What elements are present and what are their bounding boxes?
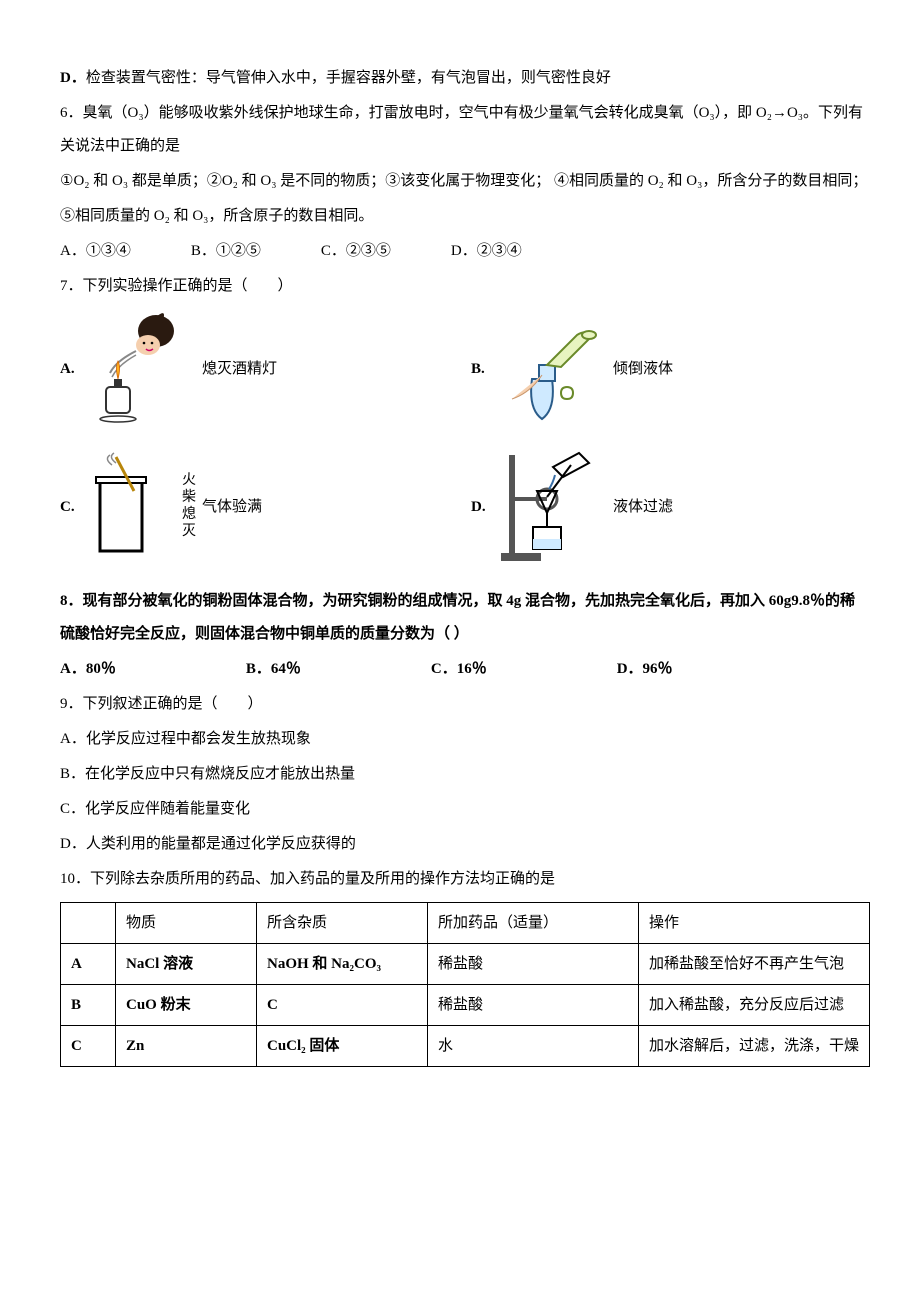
row-b-c2: C [257,985,428,1026]
q6-opt-d: D．②③④ [451,235,522,268]
row-a-c4: 加稀盐酸至恰好不再产生气泡 [639,944,870,985]
q6-opt-b: B．①②⑤ [191,235,261,268]
q7-a-label: A. [60,353,80,386]
q7-c-caption: 气体验满 [202,491,262,524]
row-b-key: B [61,985,116,1026]
q9-stem: 下列叙述正确的是（ ） [83,696,263,712]
q8: 8．现有部分被氧化的铜粉固体混合物，为研究铜粉的组成情况，取 4g 混合物，先加… [60,585,870,651]
q7-c-figure [86,447,176,567]
q9-num: 9． [60,696,83,712]
row-c-c2: CuCl₂ 固体 [257,1026,428,1067]
q8-options: A．80％ B．64％ C．16％ D．96％ [60,653,870,686]
q7-b-caption: 倾倒液体 [613,353,673,386]
row-b-c1: CuO 粉末 [116,985,257,1026]
q7-a-caption: 熄灭酒精灯 [202,353,277,386]
q8-opt-d: D．96％ [617,653,673,686]
q10-num: 10． [60,871,90,887]
prev-option-d: D．检查装置气密性：导气管伸入水中，手握容器外壁，有气泡冒出，则气密性良好 [60,62,870,95]
q8-num: 8． [60,593,83,609]
q7-c-label: C. [60,491,80,524]
th-substance: 物质 [116,903,257,944]
q6-opt-a: A．①③④ [60,235,131,268]
q9: 9．下列叙述正确的是（ ） [60,688,870,721]
q7-pair-d: D. 液体过滤 [471,447,870,567]
q7-b-figure [497,309,607,429]
table-header-row: 物质 所含杂质 所加药品（适量） 操作 [61,903,870,944]
q7-b-label: B. [471,353,491,386]
q8-opt-a: A．80％ [60,653,116,686]
q8-stem: 现有部分被氧化的铜粉固体混合物，为研究铜粉的组成情况，取 4g 混合物，先加热完… [60,593,855,642]
q7-c-annotation: 火柴熄灭 [182,473,196,540]
q8-opt-b: B．64％ [246,653,301,686]
q7-a-figure [86,309,196,429]
row-a-c1: NaCl 溶液 [116,944,257,985]
q6-opt-c: C．②③⑤ [321,235,391,268]
q7-d-label: D. [471,491,491,524]
row-b-c4: 加入稀盐酸，充分反应后过滤 [639,985,870,1026]
q7-num: 7． [60,278,83,294]
th-operation: 操作 [639,903,870,944]
prev-d-text: 检查装置气密性：导气管伸入水中，手握容器外壁，有气泡冒出，则气密性良好 [86,70,611,86]
q9-opt-a: A．化学反应过程中都会发生放热现象 [60,723,870,756]
table-row: A NaCl 溶液 NaOH 和 Na₂CO₃ 稀盐酸 加稀盐酸至恰好不再产生气… [61,944,870,985]
table-row: C Zn CuCl₂ 固体 水 加水溶解后，过滤，洗涤，干燥 [61,1026,870,1067]
table-row: B CuO 粉末 C 稀盐酸 加入稀盐酸，充分反应后过滤 [61,985,870,1026]
row-a-c2: NaOH 和 Na₂CO₃ [257,944,428,985]
row-c-c3: 水 [428,1026,639,1067]
row-c-c1: Zn [116,1026,257,1067]
q7-pair-b: B. 倾倒液体 [471,309,870,429]
row-c-key: C [61,1026,116,1067]
prev-d-label: D． [60,70,86,86]
q7-d-figure [497,447,607,567]
q7-pair-c: C. 火柴熄灭 气体验满 [60,447,459,567]
q9-opt-d: D．人类利用的能量都是通过化学反应获得的 [60,828,870,861]
th-impurity: 所含杂质 [257,903,428,944]
q7-stem: 下列实验操作正确的是（ ） [83,278,293,294]
row-b-c3: 稀盐酸 [428,985,639,1026]
q7-row1: A. 熄灭酒精灯 B. [60,309,870,429]
q6: 6．臭氧（O₃）能够吸收紫外线保护地球生命，打雷放电时，空气中有极少量氧气会转化… [60,97,870,163]
q6-options: A．①③④ B．①②⑤ C．②③⑤ D．②③④ [60,235,870,268]
q6-num: 6． [60,105,83,121]
q8-opt-c: C．16％ [431,653,487,686]
q7-d-caption: 液体过滤 [613,491,673,524]
q10-table: 物质 所含杂质 所加药品（适量） 操作 A NaCl 溶液 NaOH 和 Na₂… [60,902,870,1067]
q7-row2: C. 火柴熄灭 气体验满 D. [60,447,870,567]
q9-opt-c: C．化学反应伴随着能量变化 [60,793,870,826]
row-a-c3: 稀盐酸 [428,944,639,985]
th-reagent: 所加药品（适量） [428,903,639,944]
q10-stem: 下列除去杂质所用的药品、加入药品的量及所用的操作方法均正确的是 [90,871,555,887]
q10: 10．下列除去杂质所用的药品、加入药品的量及所用的操作方法均正确的是 [60,863,870,896]
q6-list1: ①O₂ 和 O₃ 都是单质；②O₂ 和 O₃ 是不同的物质；③该变化属于物理变化… [60,165,870,198]
q6-stem-a: 臭氧（O₃）能够吸收紫外线保护地球生命，打雷放电时，空气中有极少量氧气会转化成臭… [60,105,863,154]
q9-opt-b: B．在化学反应中只有燃烧反应才能放出热量 [60,758,870,791]
row-a-key: A [61,944,116,985]
th-blank [61,903,116,944]
row-c-c4: 加水溶解后，过滤，洗涤，干燥 [639,1026,870,1067]
q7-pair-a: A. 熄灭酒精灯 [60,309,459,429]
q7: 7．下列实验操作正确的是（ ） [60,270,870,303]
q6-list2: ⑤相同质量的 O₂ 和 O₃，所含原子的数目相同。 [60,200,870,233]
